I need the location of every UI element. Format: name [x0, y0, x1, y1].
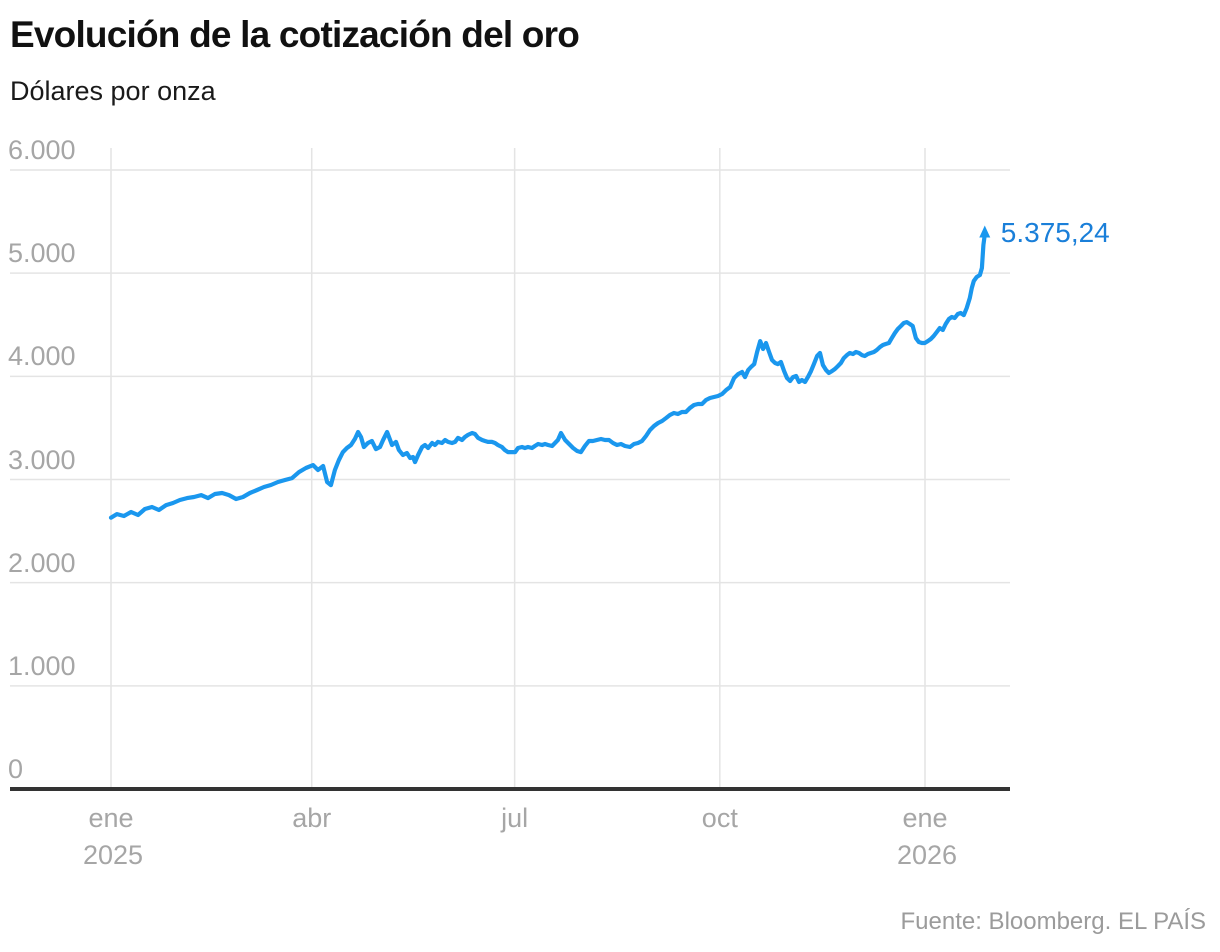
line-end-arrow-icon	[979, 225, 991, 238]
chart-subtitle: Dólares por onza	[10, 76, 216, 106]
price-line	[108, 232, 987, 520]
x-axis-line	[10, 787, 1010, 791]
x-axis-tick-label: ene	[88, 803, 134, 833]
page-title: Evolución de la cotización del oro	[10, 14, 580, 55]
y-axis-tick-label: 1.000	[8, 650, 76, 681]
x-axis-year-label: 2026	[896, 840, 958, 870]
y-axis-tick-label: 0	[8, 754, 24, 784]
x-axis-year-label: 2025	[82, 840, 144, 870]
y-axis-tick-label: 5.000	[8, 238, 76, 269]
source-credit: Fuente: Bloomberg. EL PAÍS	[900, 908, 1207, 935]
y-axis-tick-label: 2.000	[8, 547, 76, 578]
y-axis-tick-label: 3.000	[8, 444, 76, 475]
x-axis-tick-label: jul	[501, 803, 529, 833]
last-value-label: 5.375,24	[1000, 217, 1110, 249]
x-axis-tick-label: oct	[701, 803, 738, 833]
y-axis-tick-label: 4.000	[8, 341, 76, 372]
x-axis-tick-label: abr	[292, 803, 332, 833]
y-axis-tick-label: 6.000	[8, 135, 76, 165]
x-axis-tick-label: ene	[902, 803, 948, 833]
